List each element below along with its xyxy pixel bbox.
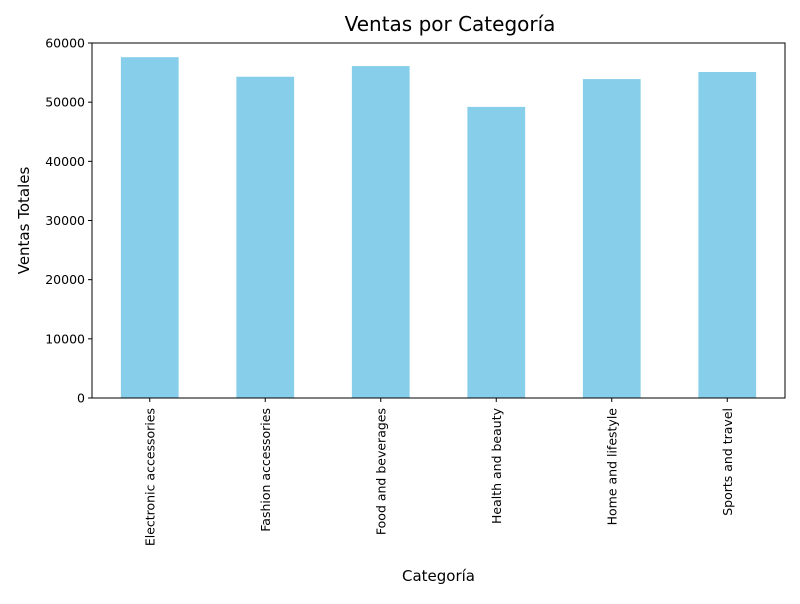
y-axis-ticks: 0 10000 20000 30000 40000 50000 60000	[45, 36, 92, 406]
x-tick-label: Food and beverages	[373, 408, 388, 535]
y-axis-label: Ventas Totales	[15, 167, 33, 275]
y-tick-label: 10000	[45, 331, 85, 346]
x-axis-label: Categoría	[402, 567, 475, 585]
bar	[698, 71, 757, 399]
bar	[582, 79, 641, 398]
bar	[236, 76, 295, 398]
x-tick-label: Home and lifestyle	[604, 408, 619, 526]
plot-frame	[91, 42, 786, 399]
bar	[351, 66, 410, 398]
x-tick-label: Fashion accessories	[258, 408, 273, 532]
y-tick-label: 20000	[45, 272, 85, 287]
x-tick-label: Electronic accessories	[142, 408, 157, 546]
y-tick-label: 30000	[45, 213, 85, 228]
bar	[120, 57, 179, 398]
y-tick-label: 60000	[45, 36, 85, 51]
x-tick-label: Sports and travel	[720, 408, 735, 516]
x-axis-ticks: Electronic accessories Fashion accessorie…	[142, 398, 735, 546]
bars-layer	[120, 57, 757, 399]
x-tick-label: Health and beauty	[489, 407, 504, 524]
y-tick-label: 0	[77, 391, 85, 406]
y-tick-label: 50000	[45, 95, 85, 110]
y-tick-label: 40000	[45, 154, 85, 169]
chart-title: Ventas por Categoría	[345, 12, 556, 36]
bar	[467, 106, 526, 399]
